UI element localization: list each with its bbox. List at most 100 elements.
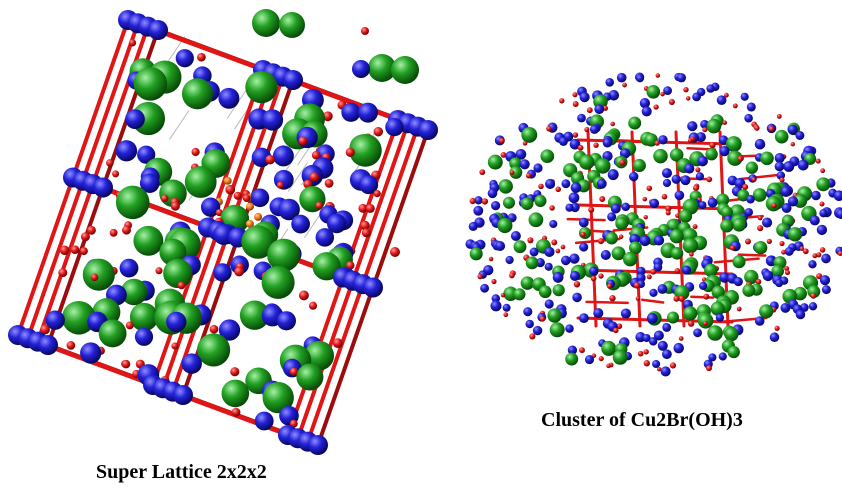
- br-atom: [771, 264, 785, 278]
- br-atom: [540, 149, 555, 164]
- cu-atom: [809, 215, 820, 226]
- cu-atom: [491, 294, 501, 303]
- o-atom: [308, 301, 318, 310]
- cu-atom: [523, 307, 533, 317]
- cu-atom: [754, 316, 765, 326]
- o-atom: [79, 247, 88, 256]
- cu-atom: [218, 319, 241, 341]
- cu-atom: [616, 72, 627, 83]
- cu-atom: [718, 135, 729, 145]
- o-atom: [373, 126, 384, 137]
- cu-atom: [774, 152, 785, 164]
- o-atom: [234, 266, 244, 277]
- br-atom: [742, 284, 756, 297]
- o-atom: [802, 248, 809, 255]
- cu-atom: [533, 163, 543, 173]
- o-atom: [529, 333, 536, 340]
- h-atom: [245, 219, 254, 228]
- br-atom: [707, 325, 723, 341]
- o-atom: [653, 104, 659, 110]
- br-atom: [163, 258, 193, 289]
- cu-atom: [680, 175, 691, 186]
- br-atom: [669, 148, 684, 162]
- br-atom: [133, 66, 168, 101]
- o-atom: [311, 150, 321, 160]
- o-atom: [584, 126, 590, 133]
- o-atom: [745, 238, 751, 245]
- o-atom: [230, 367, 240, 377]
- o-atom: [695, 167, 701, 173]
- o-atom: [643, 349, 649, 355]
- o-atom: [509, 272, 515, 279]
- br-atom: [710, 301, 725, 316]
- br-atom: [552, 284, 565, 297]
- cu-atom: [352, 60, 370, 78]
- br-atom: [528, 212, 544, 228]
- o-atom: [170, 201, 180, 211]
- cu-atom: [166, 311, 187, 333]
- o-atom: [678, 336, 684, 341]
- br-atom: [349, 134, 382, 167]
- br-atom: [615, 217, 629, 230]
- cu-atom: [273, 169, 294, 190]
- o-atom: [742, 184, 749, 190]
- o-atom: [500, 292, 506, 298]
- cu-atom: [671, 174, 681, 184]
- br-atom: [497, 217, 513, 234]
- br-atom: [520, 276, 535, 290]
- o-atom: [546, 125, 552, 132]
- cu-atom: [795, 309, 806, 320]
- br-atom: [368, 54, 396, 82]
- o-atom: [706, 176, 713, 183]
- cu-atom: [552, 272, 564, 283]
- cu-atom: [762, 217, 773, 228]
- cu-atom: [283, 70, 303, 90]
- br-atom: [646, 84, 661, 99]
- o-atom: [766, 238, 772, 245]
- o-atom: [70, 245, 80, 255]
- cu-atom: [218, 87, 240, 109]
- o-atom: [231, 407, 241, 417]
- o-atom: [675, 213, 680, 218]
- cu-atom: [754, 138, 766, 150]
- cu-atom: [716, 95, 727, 106]
- o-atom: [122, 225, 131, 235]
- cu-atom: [93, 177, 113, 198]
- br-atom: [727, 345, 740, 359]
- o-atom: [233, 191, 242, 200]
- br-atom: [670, 247, 684, 260]
- cu-atom: [821, 285, 831, 295]
- cu-atom: [593, 308, 604, 319]
- o-atom: [819, 201, 825, 207]
- cu-atom: [620, 308, 631, 319]
- o-atom: [799, 246, 805, 251]
- cu-atom: [648, 337, 658, 346]
- o-atom: [572, 92, 578, 98]
- o-atom: [619, 159, 626, 166]
- cu-atom: [646, 313, 658, 324]
- o-atom: [539, 316, 546, 322]
- cluster-bond: [740, 173, 779, 181]
- br-atom: [705, 148, 718, 161]
- br-atom: [632, 158, 646, 173]
- br-atom: [245, 71, 278, 104]
- o-atom: [560, 244, 566, 250]
- cu-atom: [567, 345, 578, 355]
- cu-atom: [572, 292, 582, 303]
- br-atom: [129, 302, 159, 332]
- br-atom: [509, 165, 523, 179]
- br-atom: [595, 158, 611, 174]
- cu-atom: [674, 190, 685, 201]
- o-atom: [488, 256, 494, 262]
- o-atom: [191, 147, 200, 157]
- cu-atom: [610, 203, 621, 214]
- cu-atom: [787, 196, 799, 207]
- cu-atom: [639, 235, 651, 247]
- cu-atom: [697, 155, 708, 167]
- cluster-bond: [585, 300, 629, 305]
- cu-atom: [719, 272, 730, 283]
- o-atom: [812, 253, 818, 259]
- cu-atom: [781, 203, 792, 213]
- br-atom: [502, 196, 516, 209]
- o-atom: [527, 237, 534, 244]
